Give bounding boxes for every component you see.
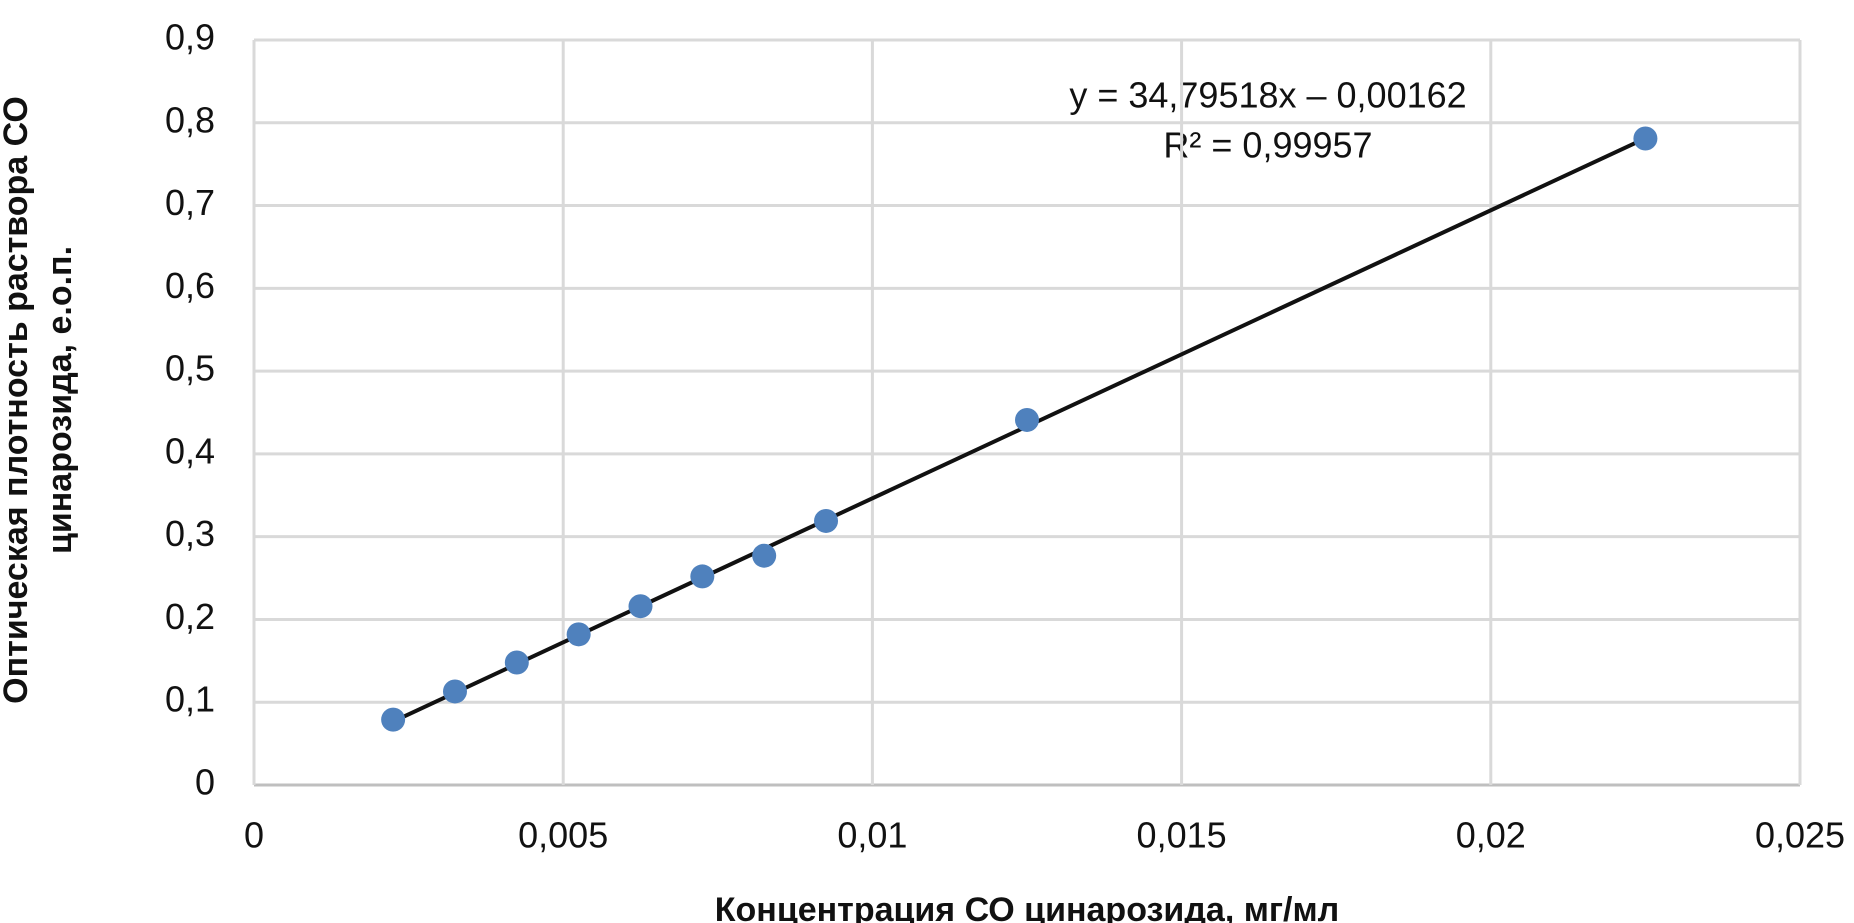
y-tick-label: 0,2 <box>165 596 215 637</box>
data-point <box>628 594 653 619</box>
trendline-r2: R² = 0,99957 <box>1163 125 1372 166</box>
trendline-equation: y = 34,79518x – 0,00162 <box>1069 75 1466 116</box>
y-tick-label: 0,3 <box>165 513 215 554</box>
data-point <box>1015 407 1039 432</box>
y-axis-title: Оптическая плотность раствора СО <box>0 96 35 704</box>
x-tick-label: 0,015 <box>1137 815 1227 856</box>
x-axis-title: Концентрация СО цинарозида, мг/мл <box>715 891 1339 923</box>
y-tick-label: 0,5 <box>165 348 215 389</box>
data-point <box>566 622 591 647</box>
data-point <box>442 679 467 704</box>
y-tick-label: 0 <box>195 762 215 803</box>
y-tick-label: 0,1 <box>165 679 215 720</box>
x-tick-label: 0,02 <box>1456 815 1526 856</box>
data-point <box>381 707 406 732</box>
y-tick-label: 0,7 <box>165 182 215 223</box>
y-tick-label: 0,4 <box>165 430 215 471</box>
x-tick-label: 0,025 <box>1755 815 1845 856</box>
trendline <box>392 136 1647 724</box>
data-point <box>814 508 839 533</box>
y-axis-title: цинарозида, е.о.п. <box>41 246 79 554</box>
y-tick-label: 0,6 <box>165 265 215 306</box>
data-point <box>504 650 529 675</box>
data-point <box>752 543 777 568</box>
x-tick-label: 0,005 <box>518 815 608 856</box>
x-tick-label: 0,01 <box>837 815 907 856</box>
data-point <box>690 564 715 589</box>
data-point <box>1633 126 1658 151</box>
y-tick-label: 0,8 <box>165 99 215 140</box>
y-tick-label: 0,9 <box>165 17 215 58</box>
x-tick-label: 0 <box>244 815 264 856</box>
